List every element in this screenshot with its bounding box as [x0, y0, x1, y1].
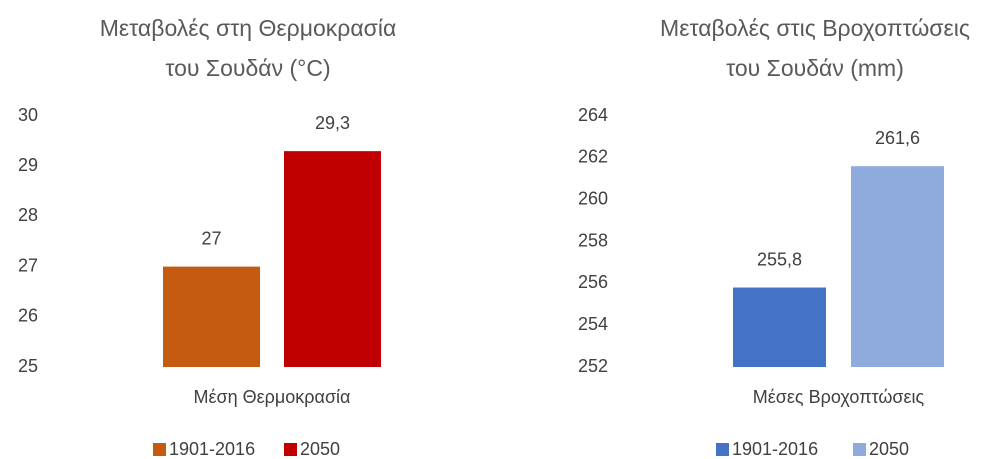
data-label: 255,8: [757, 249, 802, 269]
legend-label: 2050: [869, 439, 909, 459]
legend-label: 1901-2016: [732, 439, 818, 459]
bar: [284, 151, 381, 367]
chart-title: του Σουδάν (°C): [165, 55, 330, 81]
y-tick-label: 254: [578, 314, 608, 334]
data-label: 261,6: [875, 128, 920, 148]
legend-swatch: [153, 443, 166, 456]
y-tick-label: 25: [18, 356, 38, 376]
y-tick-label: 264: [578, 105, 608, 125]
y-tick-label: 252: [578, 356, 608, 376]
y-tick-label: 262: [578, 147, 608, 167]
y-tick-label: 27: [18, 255, 38, 275]
y-tick-label: 30: [18, 105, 38, 125]
legend-label: 1901-2016: [169, 439, 255, 459]
y-tick-label: 260: [578, 188, 608, 208]
y-tick-label: 28: [18, 205, 38, 225]
x-tick-label: Μέσες Βροχοπτώσεις: [753, 387, 925, 407]
bar: [851, 166, 944, 367]
x-tick-label: Μέση Θερμοκρασία: [194, 387, 351, 407]
chart-title: του Σουδάν (mm): [726, 55, 904, 81]
legend-swatch: [716, 443, 729, 456]
legend-swatch: [853, 443, 866, 456]
chart-title: Μεταβολές στη Θερμοκρασία: [100, 15, 397, 41]
data-label: 27: [201, 228, 221, 248]
data-label: 29,3: [315, 113, 350, 133]
chart-title: Μεταβολές στις Βροχοπτώσεις: [660, 15, 970, 41]
legend-label: 2050: [300, 439, 340, 459]
y-tick-label: 256: [578, 272, 608, 292]
bar: [733, 287, 826, 367]
bar: [163, 266, 260, 367]
y-tick-label: 258: [578, 230, 608, 250]
y-tick-label: 26: [18, 306, 38, 326]
y-tick-label: 29: [18, 155, 38, 175]
legend-swatch: [284, 443, 297, 456]
